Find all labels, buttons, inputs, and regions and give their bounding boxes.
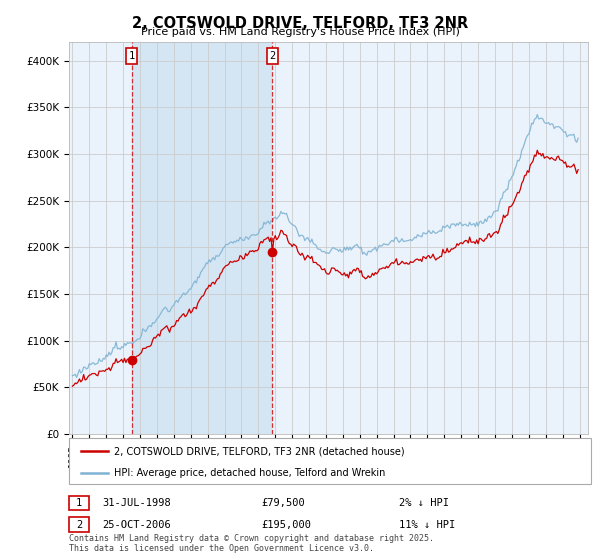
Text: 2, COTSWOLD DRIVE, TELFORD, TF3 2NR (detached house): 2, COTSWOLD DRIVE, TELFORD, TF3 2NR (det… <box>114 446 404 456</box>
Bar <box>132 42 272 434</box>
Text: Price paid vs. HM Land Registry's House Price Index (HPI): Price paid vs. HM Land Registry's House … <box>140 27 460 37</box>
Text: 2, COTSWOLD DRIVE, TELFORD, TF3 2NR: 2, COTSWOLD DRIVE, TELFORD, TF3 2NR <box>132 16 468 31</box>
Text: 1: 1 <box>128 51 134 61</box>
Text: £79,500: £79,500 <box>261 498 305 508</box>
Text: Contains HM Land Registry data © Crown copyright and database right 2025.
This d: Contains HM Land Registry data © Crown c… <box>69 534 434 553</box>
Text: 2: 2 <box>269 51 275 61</box>
Text: 2% ↓ HPI: 2% ↓ HPI <box>399 498 449 508</box>
Text: 31-JUL-1998: 31-JUL-1998 <box>102 498 171 508</box>
Text: HPI: Average price, detached house, Telford and Wrekin: HPI: Average price, detached house, Telf… <box>114 468 385 478</box>
Text: 1: 1 <box>76 498 82 508</box>
Text: £195,000: £195,000 <box>261 520 311 530</box>
Text: 11% ↓ HPI: 11% ↓ HPI <box>399 520 455 530</box>
Text: 25-OCT-2006: 25-OCT-2006 <box>102 520 171 530</box>
Text: 2: 2 <box>76 520 82 530</box>
